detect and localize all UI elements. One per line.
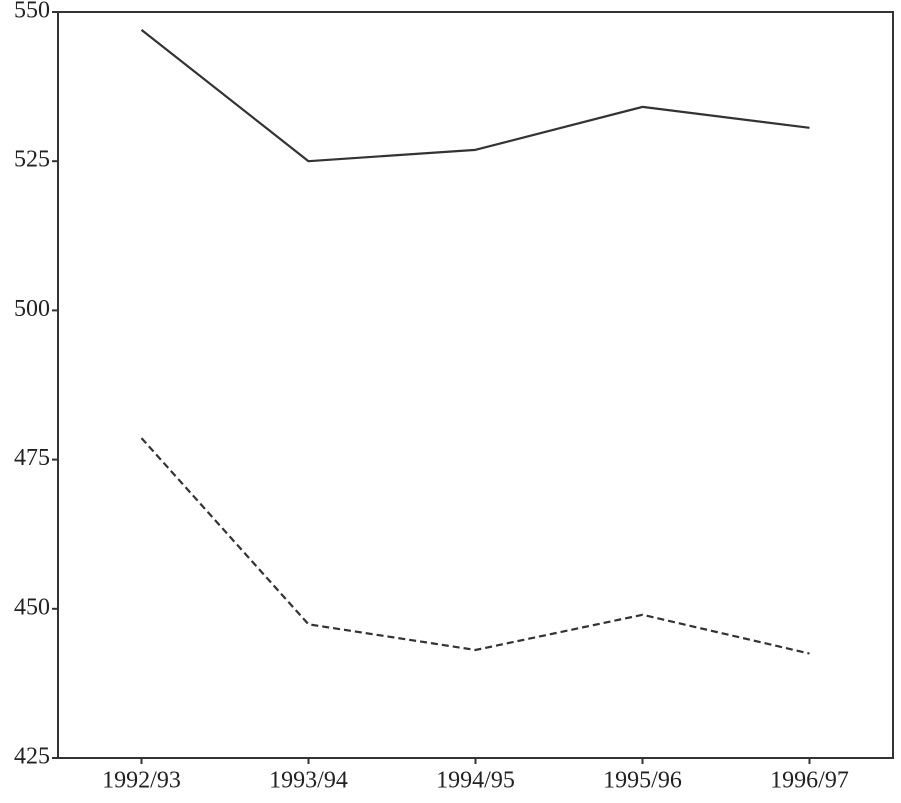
data-line — [140, 29, 810, 163]
data-line — [140, 437, 810, 655]
y-tick-label: 525 — [14, 147, 50, 173]
x-tick-label: 1994/95 — [436, 768, 515, 794]
plot-frame — [57, 11, 894, 759]
x-tick-label: 1992/93 — [102, 768, 181, 794]
x-tick-label: 1993/94 — [269, 768, 348, 794]
y-tick-label: 550 — [14, 0, 50, 24]
y-tick-label: 450 — [14, 594, 50, 620]
y-tick-label: 425 — [14, 744, 50, 770]
y-tick-label: 475 — [14, 445, 50, 471]
y-tick-label: 500 — [14, 296, 50, 322]
x-tick-label: 1995/96 — [603, 768, 682, 794]
x-tick-label: 1996/97 — [770, 768, 849, 794]
